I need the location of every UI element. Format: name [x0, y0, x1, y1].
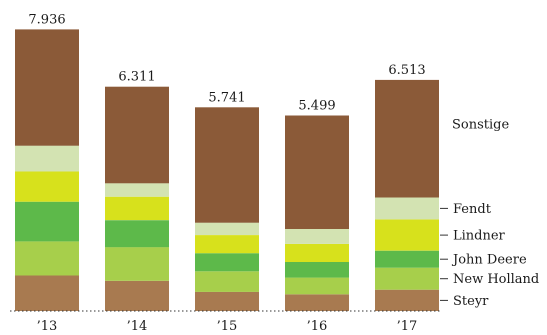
bar-segment-sonstige-1 — [105, 86, 169, 184]
bar-segment-lindner-3 — [285, 243, 349, 262]
bar-segment-steyr-4 — [375, 289, 439, 311]
bar-segment-steyr-1 — [105, 280, 169, 311]
total-label-3: 5.499 — [298, 99, 335, 114]
bar-segment-new-holland-0 — [15, 241, 79, 276]
bar-segment-new-holland-1 — [105, 247, 169, 281]
bar-segment-sonstige-2 — [195, 107, 259, 223]
x-tick-labels-layer: ’13 ’14 ’15 ’16 ’17 — [37, 319, 418, 334]
bar-segment-fendt-4 — [375, 197, 439, 220]
bar-segment-fendt-0 — [15, 145, 79, 172]
legend: Steyr New Holland John Deere Lindner Fendt So… — [440, 118, 539, 309]
x-tick-label-0: ’13 — [37, 319, 58, 334]
bar-segment-steyr-3 — [285, 294, 349, 311]
bar-segment-fendt-2 — [195, 222, 259, 235]
bars-layer — [15, 29, 439, 311]
bar-segment-lindner-0 — [15, 171, 79, 202]
total-label-1: 6.311 — [118, 70, 155, 85]
x-tick-label-3: ’16 — [307, 319, 328, 334]
bar-segment-new-holland-2 — [195, 271, 259, 292]
bar-segment-john-deere-1 — [105, 220, 169, 248]
total-label-0: 7.936 — [28, 12, 65, 27]
x-tick-label-2: ’15 — [217, 319, 238, 334]
bar-segment-john-deere-4 — [375, 250, 439, 268]
bar-segment-john-deere-0 — [15, 201, 79, 242]
bar-segment-sonstige-0 — [15, 29, 79, 146]
legend-label-steyr: Steyr — [453, 294, 489, 309]
legend-label-john-deere: John Deere — [451, 253, 527, 268]
bar-segment-john-deere-3 — [285, 262, 349, 278]
bar-segment-sonstige-3 — [285, 115, 349, 229]
x-tick-label-4: ’17 — [397, 319, 418, 334]
x-tick-label-1: ’14 — [127, 319, 148, 334]
bar-segment-new-holland-3 — [285, 277, 349, 295]
total-labels-layer: 7.936 6.311 5.741 5.499 6.513 — [28, 12, 425, 113]
bar-segment-lindner-2 — [195, 235, 259, 254]
total-label-4: 6.513 — [388, 63, 425, 78]
bar-segment-fendt-1 — [105, 183, 169, 197]
bar-segment-sonstige-4 — [375, 79, 439, 198]
legend-label-new-holland: New Holland — [453, 272, 539, 287]
bar-segment-john-deere-2 — [195, 253, 259, 272]
bar-segment-lindner-4 — [375, 219, 439, 251]
bar-segment-lindner-1 — [105, 196, 169, 221]
legend-label-fendt: Fendt — [453, 202, 492, 217]
bar-segment-steyr-0 — [15, 275, 79, 311]
legend-label-lindner: Lindner — [453, 229, 506, 244]
bar-segment-steyr-2 — [195, 291, 259, 311]
legend-label-sonstige: Sonstige — [452, 118, 509, 133]
total-label-2: 5.741 — [208, 90, 245, 105]
bar-segment-new-holland-4 — [375, 267, 439, 290]
bar-segment-fendt-3 — [285, 229, 349, 244]
